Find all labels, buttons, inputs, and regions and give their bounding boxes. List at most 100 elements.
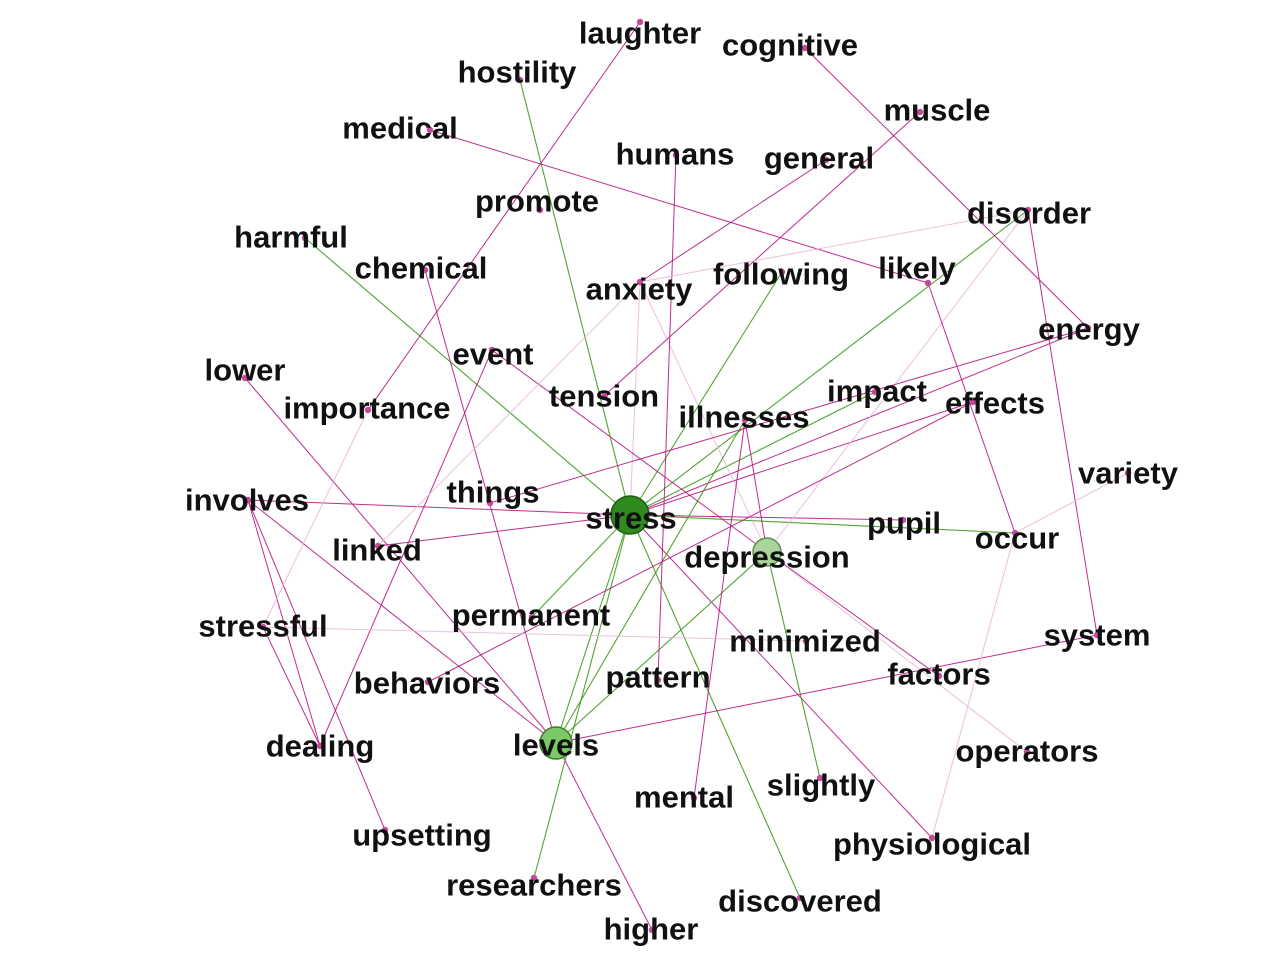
- edge-stress-following: [629, 271, 783, 516]
- node-label-things: things: [447, 475, 540, 510]
- node-label-variety: variety: [1078, 456, 1179, 491]
- edge-levels-involves: [247, 499, 557, 744]
- edge-levels-chemical: [424, 269, 557, 744]
- node-physiological: [928, 834, 936, 842]
- node-label-pattern: pattern: [605, 660, 710, 695]
- edge-stressful-minimized: [262, 626, 807, 642]
- node-label-stress: stress: [585, 501, 676, 536]
- node-label-following: following: [713, 257, 849, 292]
- node-minimized: [802, 637, 810, 645]
- edge-anxiety-linked: [377, 281, 641, 547]
- node-label-lower: lower: [205, 353, 286, 388]
- edge-disorder-anxiety: [639, 209, 1029, 283]
- edge-stress-researchers: [533, 514, 631, 879]
- node-linked: [374, 542, 382, 550]
- node-label-anxiety: anxiety: [586, 272, 694, 307]
- node-label-cognitive: cognitive: [722, 28, 858, 63]
- nodes-layer: [241, 18, 1132, 934]
- edge-effects-behaviors: [427, 401, 974, 683]
- node-label-disorder: disorder: [967, 196, 1091, 231]
- node-label-stressful: stressful: [198, 609, 327, 644]
- edge-stress-physiological: [629, 514, 933, 839]
- node-researchers: [530, 874, 538, 882]
- node-label-event: event: [453, 337, 534, 372]
- node-label-hostility: hostility: [458, 55, 578, 90]
- node-discovered: [796, 894, 804, 902]
- edge-illnesses-mental: [693, 419, 746, 799]
- node-event: [488, 346, 496, 354]
- node-label-impact: impact: [827, 374, 927, 409]
- edge-involves-upsetting: [247, 499, 386, 831]
- edge-stress-disorder: [629, 209, 1029, 516]
- node-label-likely: likely: [878, 251, 956, 286]
- node-depression: [752, 537, 782, 567]
- node-label-mental: mental: [634, 780, 734, 815]
- edge-stress-energy: [629, 327, 1089, 516]
- edge-disorder-system: [1027, 209, 1098, 636]
- node-label-system: system: [1044, 618, 1151, 653]
- edge-stress-harmful: [304, 237, 631, 516]
- node-dealing: [316, 742, 324, 750]
- node-mental: [690, 794, 698, 802]
- edge-event-dealing: [319, 349, 493, 747]
- node-label-involves: involves: [185, 483, 309, 518]
- node-label-depression: depression: [684, 540, 849, 575]
- edge-levels-system: [555, 634, 1098, 744]
- node-label-pupil: pupil: [867, 506, 941, 541]
- node-higher: [648, 926, 656, 934]
- node-upsetting: [381, 826, 389, 834]
- node-label-muscle: muscle: [884, 93, 991, 128]
- node-label-upsetting: upsetting: [352, 818, 492, 853]
- edge-general-anxiety: [639, 159, 827, 283]
- node-things: [486, 499, 494, 507]
- node-hostility: [516, 76, 524, 84]
- node-chemical: [421, 266, 429, 274]
- node-factors: [935, 672, 943, 680]
- edge-stress-discovered: [629, 514, 801, 899]
- node-illnesses: [741, 416, 749, 424]
- node-label-levels: levels: [513, 728, 599, 763]
- edge-involves-dealing: [247, 499, 321, 747]
- node-effects: [969, 398, 977, 406]
- node-permanent: [528, 613, 536, 621]
- edge-medical-likely: [429, 129, 929, 284]
- edge-stress-levels: [555, 514, 631, 744]
- node-medical: [426, 126, 434, 134]
- node-likely: [924, 279, 932, 287]
- node-label-harmful: harmful: [234, 220, 348, 255]
- node-tension: [601, 391, 609, 399]
- node-label-occur: occur: [975, 521, 1059, 556]
- edge-depression-operators: [766, 551, 1028, 753]
- node-label-minimized: minimized: [729, 624, 881, 659]
- node-levels: [539, 726, 573, 760]
- node-label-permanent: permanent: [452, 598, 610, 633]
- node-muscle: [916, 108, 924, 116]
- node-laughter: [636, 18, 644, 26]
- node-importance: [364, 406, 372, 414]
- node-anxiety: [636, 278, 644, 286]
- node-system: [1093, 631, 1101, 639]
- node-disorder: [1024, 206, 1032, 214]
- edge-stress-involves: [247, 499, 631, 516]
- node-label-illnesses: illnesses: [679, 400, 810, 435]
- node-impact: [871, 388, 879, 396]
- edge-depression-illnesses: [744, 419, 768, 553]
- labels-layer: laughter cognitive hostility muscle medical h…: [185, 16, 1179, 947]
- node-label-linked: linked: [332, 533, 422, 568]
- node-cognitive: [801, 44, 809, 52]
- node-slightly: [816, 774, 824, 782]
- edge-depression-anxiety: [639, 281, 768, 553]
- node-operators: [1023, 748, 1031, 756]
- edge-cognitive-energy: [804, 47, 1089, 329]
- edge-stressful-dealing: [262, 626, 321, 747]
- edge-levels-higher: [555, 742, 653, 931]
- node-harmful: [301, 234, 309, 242]
- node-following: [778, 268, 786, 276]
- node-lower: [241, 374, 249, 382]
- node-label-energy: energy: [1038, 312, 1140, 347]
- node-energy: [1084, 324, 1092, 332]
- node-label-medical: medical: [342, 111, 457, 146]
- edge-stress-pupil: [629, 514, 904, 521]
- edge-stress-occur: [629, 514, 1016, 534]
